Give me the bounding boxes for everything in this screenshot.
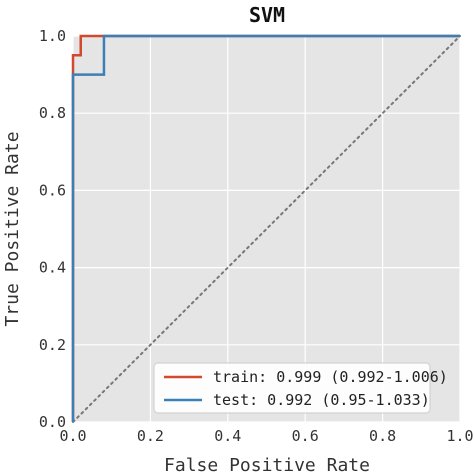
grid-lines [72, 35, 461, 423]
x-tick-label-0: 0.0 [59, 427, 86, 445]
chance-diagonal-line [72, 35, 461, 423]
series-line-test [71, 34, 460, 422]
x-tick-label-2: 0.4 [214, 427, 241, 445]
y-tick-label-0: 0.0 [39, 413, 66, 431]
series-layer [71, 34, 461, 423]
legend-label-test: test: 0.992 (0.95-1.033) [213, 391, 430, 409]
series-line-train [71, 34, 460, 422]
legend-box [153, 362, 431, 414]
x-axis-label: False Positive Rate [164, 455, 370, 474]
y-tick-label-4: 0.8 [39, 104, 66, 122]
x-tick-label-4: 0.8 [369, 427, 396, 445]
chart-title: SVM [249, 3, 285, 27]
y-tick-label-3: 0.6 [39, 181, 66, 199]
x-tick-label-1: 0.2 [137, 427, 164, 445]
legend: train: 0.999 (0.992-1.006) test: 0.992 (… [153, 362, 448, 414]
y-tick-label-2: 0.4 [39, 259, 66, 277]
x-tick-label-3: 0.6 [292, 427, 319, 445]
y-tick-label-5: 1.0 [39, 27, 66, 45]
legend-label-train: train: 0.999 (0.992-1.006) [213, 368, 448, 386]
x-tick-label-5: 1.0 [446, 427, 473, 445]
axis-ticks: 0.0 0.2 0.4 0.6 0.8 1.0 0.0 0.2 0.4 0.6 0.8 1.0 [39, 27, 474, 445]
y-axis-label: True Positive Rate [2, 131, 23, 326]
y-tick-label-1: 0.2 [39, 336, 66, 354]
